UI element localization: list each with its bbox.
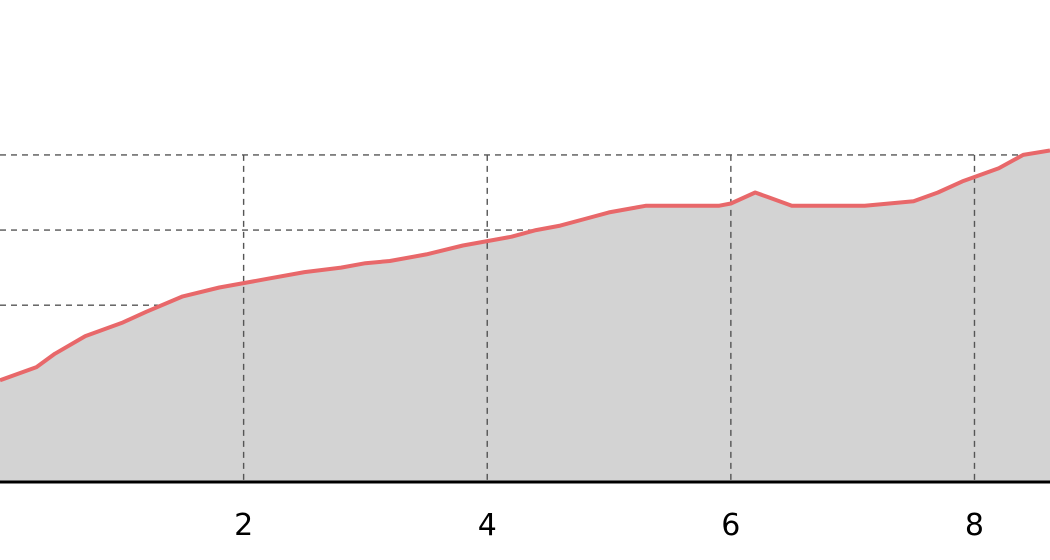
- series-line: [0, 148, 1050, 383]
- series-area-fill: [0, 150, 1050, 482]
- x-tick-labels: 2 4 6 8: [234, 508, 984, 543]
- x-tick-label-2: 2: [234, 508, 253, 543]
- x-tick-label-4: 4: [478, 508, 497, 543]
- x-tick-label-6: 6: [721, 508, 740, 543]
- x-tick-label-8: 8: [965, 508, 984, 543]
